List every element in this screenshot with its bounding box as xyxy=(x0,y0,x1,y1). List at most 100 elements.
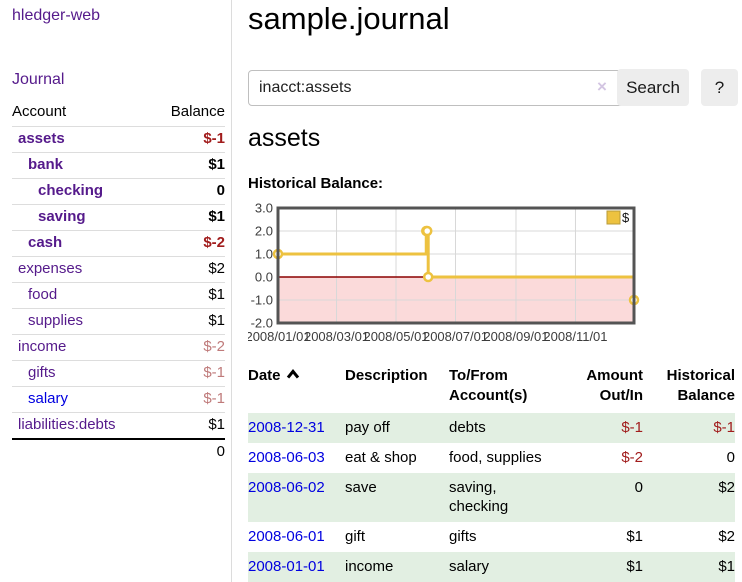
transaction-accounts: debts xyxy=(449,413,561,443)
transaction-date-link[interactable]: 2008-12-31 xyxy=(248,419,325,436)
svg-text:2008/11/01: 2008/11/01 xyxy=(543,329,607,344)
account-row: cash $-2 xyxy=(12,230,225,257)
account-balance: $-1 xyxy=(151,360,225,387)
svg-text:-2.0: -2.0 xyxy=(251,316,273,331)
transaction-amount: $1 xyxy=(626,528,643,545)
svg-text:2008/07/01: 2008/07/01 xyxy=(423,329,488,344)
transaction-description: income xyxy=(345,552,449,582)
accounts-total-balance: 0 xyxy=(151,438,225,465)
chart-title-label: Historical Balance: xyxy=(248,175,384,192)
account-balance: $1 xyxy=(151,282,225,309)
clear-search-icon[interactable]: × xyxy=(597,77,607,96)
column-header-date[interactable]: Date xyxy=(248,366,345,413)
account-balance: $1 xyxy=(151,152,225,179)
account-balance: $1 xyxy=(151,308,225,335)
account-link-liabilities-debts[interactable]: liabilities:debts xyxy=(18,416,116,433)
transaction-balance: $2 xyxy=(718,528,735,545)
transaction-date-link[interactable]: 2008-06-01 xyxy=(248,528,325,545)
svg-text:2008/09/01: 2008/09/01 xyxy=(483,329,548,344)
account-link-income[interactable]: income xyxy=(18,338,67,355)
account-row: checking 0 xyxy=(12,178,225,205)
transaction-amount: 0 xyxy=(561,473,643,522)
account-link-bank[interactable]: bank xyxy=(28,156,64,173)
historical-balance-chart: $3.0 2.0 1.0 0.0 -1.0 -2.0 2008/01/01 2008/03/0… xyxy=(245,201,652,350)
transaction-balance: 0 xyxy=(726,449,735,466)
accounts-column-header: Account xyxy=(12,103,67,120)
account-link-gifts[interactable]: gifts xyxy=(28,364,56,381)
column-header-balance: Historical Balance xyxy=(666,367,735,404)
column-header-accounts: To/From Account(s) xyxy=(449,367,528,404)
account-link-assets[interactable]: assets xyxy=(18,130,65,147)
svg-text:2008/03/01: 2008/03/01 xyxy=(304,329,369,344)
account-row: food $1 xyxy=(12,282,225,309)
register-table: Date Description To/From Account(s) Amou… xyxy=(248,366,735,582)
transaction-accounts: salary xyxy=(449,552,561,582)
transaction-date-link[interactable]: 2008-06-03 xyxy=(248,449,325,466)
transaction-description: eat & shop xyxy=(345,449,417,466)
transaction-row: 2008-06-01 gift gifts $1 $2 xyxy=(248,522,735,552)
account-page-title: assets xyxy=(248,124,321,152)
accounts-total-row: 0 xyxy=(12,438,225,465)
account-row: salary $-1 xyxy=(12,386,225,413)
balance-column-header: Balance xyxy=(170,103,225,120)
transaction-balance: $1 xyxy=(643,552,735,582)
svg-text:-1.0: -1.0 xyxy=(251,293,273,308)
transaction-row: 2008-01-01 income salary $1 $1 xyxy=(248,552,735,582)
transaction-accounts: saving, checking xyxy=(449,473,561,522)
account-link-food[interactable]: food xyxy=(28,286,58,303)
account-row: assets $-1 xyxy=(12,126,225,153)
account-link-expenses[interactable]: expenses xyxy=(18,260,83,277)
transaction-date-link[interactable]: 2008-06-02 xyxy=(248,479,325,496)
svg-text:0.0: 0.0 xyxy=(255,270,273,285)
transaction-amount: $1 xyxy=(561,552,643,582)
account-link-supplies[interactable]: supplies xyxy=(28,312,84,329)
transaction-balance: $-1 xyxy=(643,413,735,443)
account-row: expenses $2 xyxy=(12,256,225,283)
transaction-row: 2008-12-31 pay off debts $-1 $-1 xyxy=(248,413,735,443)
column-header-description: Description xyxy=(345,367,428,384)
transaction-description: gift xyxy=(345,528,366,545)
account-row: liabilities:debts $1 xyxy=(12,412,225,439)
svg-text:3.0: 3.0 xyxy=(255,202,273,216)
sort-ascending-icon xyxy=(286,366,300,386)
account-link-saving[interactable]: saving xyxy=(38,208,86,225)
account-balance: $1 xyxy=(151,412,225,439)
accounts-balance-table: Account Balance assets $-1 bank $1 checking 0… xyxy=(12,101,225,465)
transaction-description: save xyxy=(345,473,449,522)
account-link-salary[interactable]: salary xyxy=(28,390,69,407)
account-balance: $-1 xyxy=(151,386,225,413)
account-link-cash[interactable]: cash xyxy=(28,234,63,251)
sidebar: hledger-web Journal Account Balance asse… xyxy=(0,0,232,582)
search-input[interactable] xyxy=(248,70,636,106)
search-button[interactable]: Search xyxy=(617,69,689,106)
svg-text:1.0: 1.0 xyxy=(255,247,273,262)
transaction-row: 2008-06-03 eat & shop food, supplies $-2 0 xyxy=(248,443,735,473)
account-balance: $-2 xyxy=(151,334,225,361)
transaction-accounts: gifts xyxy=(449,528,477,545)
transaction-description: pay off xyxy=(345,413,449,443)
app-brand-link[interactable]: hledger-web xyxy=(12,7,101,24)
transaction-amount: $-2 xyxy=(621,449,643,466)
transaction-date-link[interactable]: 2008-01-01 xyxy=(248,558,325,575)
account-row: gifts $-1 xyxy=(12,360,225,387)
svg-text:2008/01/01: 2008/01/01 xyxy=(248,329,311,344)
transaction-row: 2008-06-02 save saving, checking 0 $2 xyxy=(248,473,735,522)
sidebar-item-journal[interactable]: Journal xyxy=(12,71,65,88)
page-title: sample.journal xyxy=(248,1,450,36)
account-balance: $-2 xyxy=(151,230,225,257)
help-button[interactable]: ? xyxy=(701,69,738,106)
account-balance: $-1 xyxy=(151,126,225,153)
svg-text:$: $ xyxy=(622,210,630,225)
account-balance: 0 xyxy=(151,178,225,205)
account-balance: $2 xyxy=(151,256,225,283)
transaction-accounts: food, supplies xyxy=(449,449,542,466)
svg-text:2008/05/01: 2008/05/01 xyxy=(363,329,428,344)
account-link-checking[interactable]: checking xyxy=(38,182,104,199)
column-header-amount: Amount Out/In xyxy=(586,367,643,404)
account-row: bank $1 xyxy=(12,152,225,179)
svg-text:2.0: 2.0 xyxy=(255,224,273,239)
transaction-balance: $2 xyxy=(643,473,735,522)
account-row: saving $1 xyxy=(12,204,225,231)
account-row: income $-2 xyxy=(12,334,225,361)
transaction-amount: $-1 xyxy=(561,413,643,443)
